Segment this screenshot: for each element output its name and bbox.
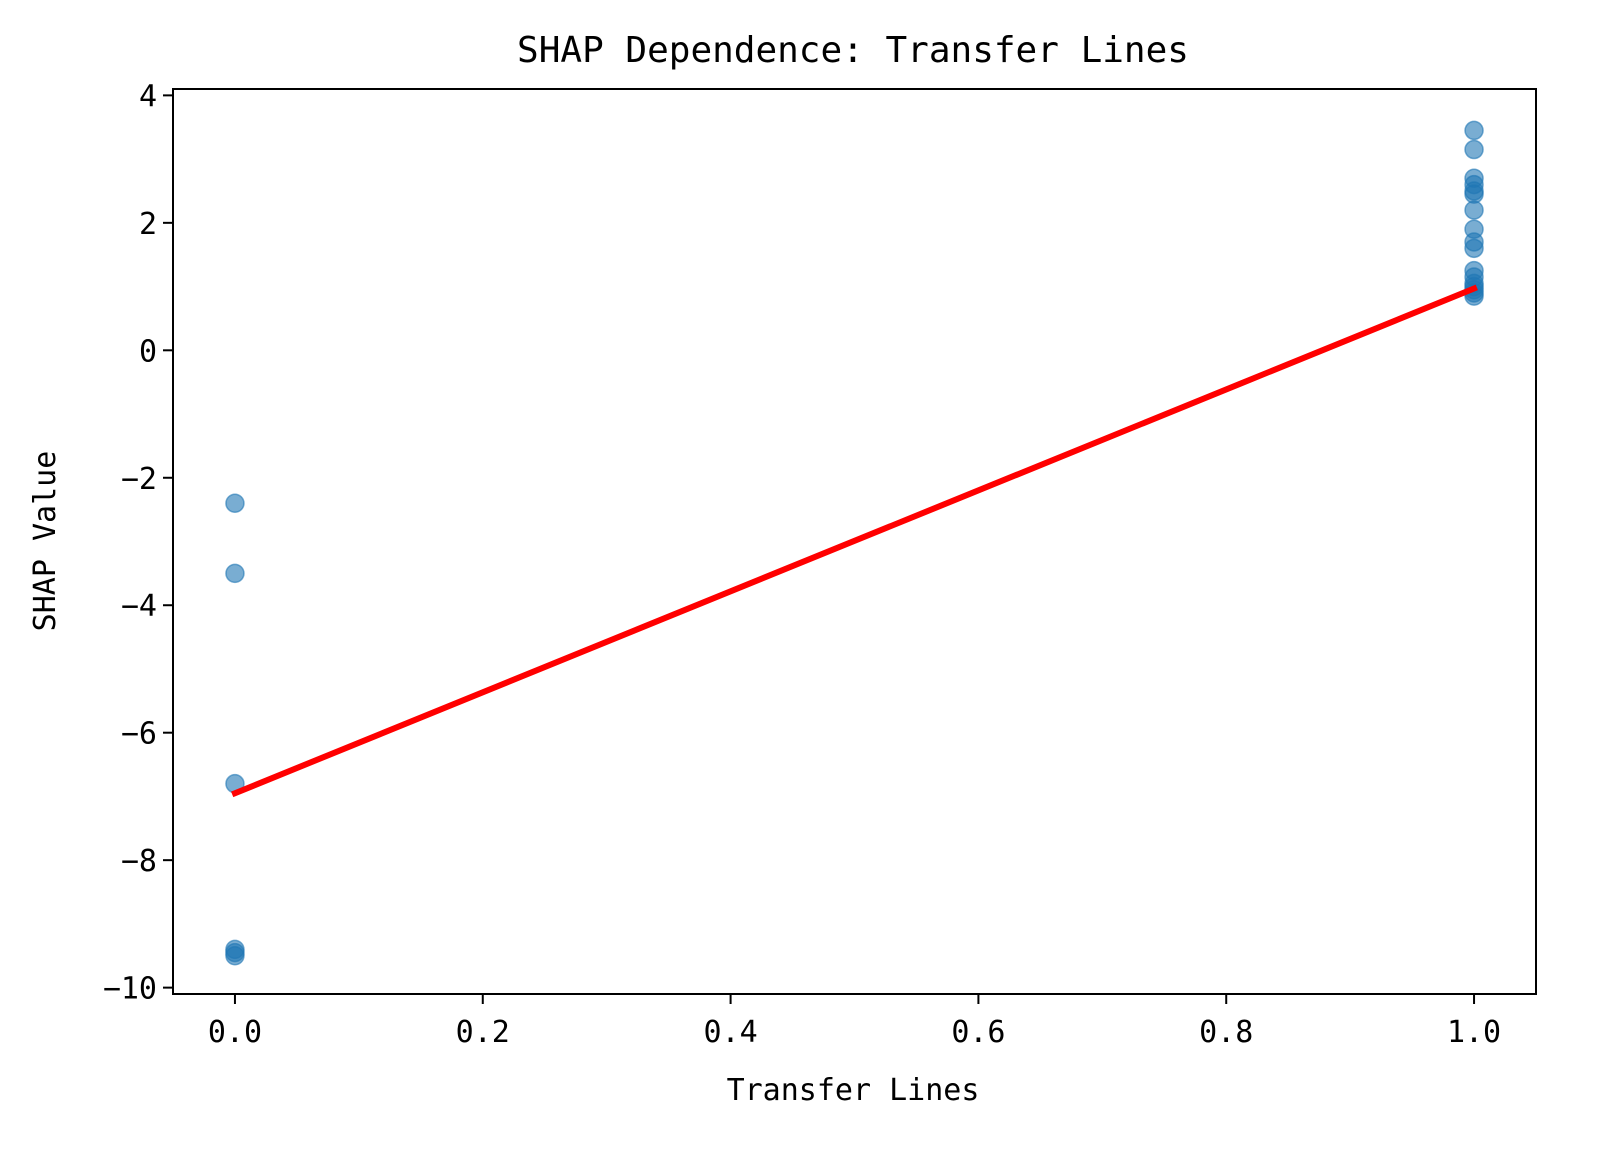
y-axis-ticks: 4 2 0 −2 −4 −6 −8 −10 [103,79,173,1007]
scatter-point [225,493,245,514]
x-tick-label: 1.0 [1447,1015,1501,1050]
y-tick-label: −2 [121,462,157,497]
x-tick-label: 0.4 [703,1015,757,1050]
y-tick-label: −4 [121,589,157,624]
y-tick-label: −6 [121,717,157,752]
chart-title: SHAP Dependence: Transfer Lines [517,30,1189,71]
x-tick-label: 0.2 [456,1015,510,1050]
scatter-point [1464,120,1484,141]
scatter-point [1464,238,1484,259]
x-axis-ticks: 0.0 0.2 0.4 0.6 0.8 1.0 [208,994,1501,1050]
y-tick-label: 2 [139,207,157,242]
y-tick-label: 0 [139,334,157,369]
trend-line [231,284,1478,798]
y-tick-label: −10 [103,972,157,1007]
scatter-point [225,563,245,584]
x-tick-label: 0.0 [208,1015,262,1050]
y-tick-label: −8 [121,844,157,879]
scatter-point [1464,139,1484,160]
plot-frame [172,88,1537,995]
y-tick-label: 4 [139,79,157,114]
x-tick-label: 0.6 [951,1015,1005,1050]
scatter-point [1464,200,1484,220]
scatter-point [225,946,245,966]
y-axis-label: SHAP Value [28,451,63,632]
x-tick-label: 0.8 [1199,1015,1253,1050]
x-axis-label: Transfer Lines [727,1073,980,1108]
